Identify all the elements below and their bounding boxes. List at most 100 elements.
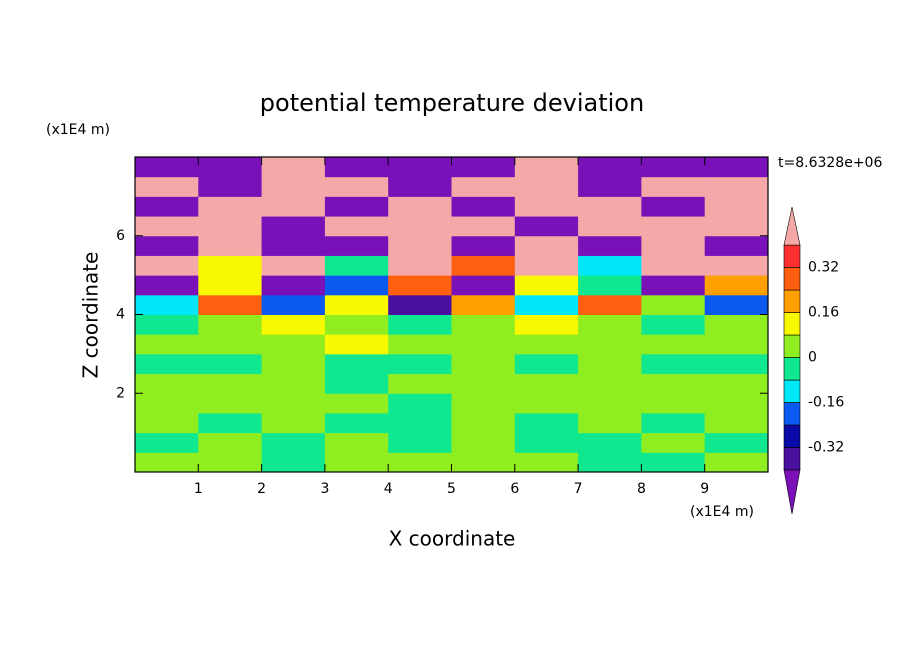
contour-cell: [135, 353, 199, 375]
colorbar-tick-label: -0.16: [808, 395, 844, 411]
y-axis-label: Z coordinate: [79, 252, 103, 379]
x-axis-label: X coordinate: [389, 527, 516, 551]
contour-cell: [704, 353, 769, 375]
contour-cell: [261, 176, 326, 197]
contour-cell: [324, 353, 389, 375]
contour-cell: [704, 393, 769, 414]
contour-cell: [261, 235, 326, 256]
contour-cell: [135, 157, 199, 178]
contour-cell: [198, 412, 263, 434]
contour-cell: [514, 393, 579, 414]
x-tick-label: 3: [320, 481, 329, 497]
contour-cell: [198, 196, 263, 217]
contour-cell: [261, 432, 326, 453]
contour-cell: [578, 235, 642, 256]
contour-cell: [578, 255, 642, 276]
contour-cell: [388, 294, 452, 315]
contour-cell: [451, 255, 516, 276]
contour-cell: [261, 196, 326, 217]
contour-cell: [324, 393, 389, 414]
contour-cell: [451, 452, 516, 473]
contour-cell: [578, 452, 642, 473]
colorbar-band: [783, 447, 801, 471]
contour-cell: [578, 393, 642, 414]
contour-cell: [514, 255, 579, 276]
contour-cell: [514, 353, 579, 375]
contour-field: [135, 157, 769, 473]
contour-cell: [578, 216, 642, 237]
contour-cell: [641, 353, 706, 375]
contour-cell: [451, 412, 516, 434]
contour-cell: [388, 412, 452, 434]
contour-cell: [135, 176, 199, 197]
contour-cell: [514, 157, 579, 178]
contour-cell: [324, 176, 389, 197]
colorbar-band: [783, 244, 801, 268]
colorbar-band: [783, 267, 801, 291]
colorbar-tick-label: 0.32: [808, 260, 839, 276]
x-tick-label: 2: [257, 481, 266, 497]
colorbar-tick-label: -0.32: [808, 440, 844, 456]
contour-cell: [135, 294, 199, 315]
contour-cell: [261, 216, 326, 237]
contour-cell: [704, 432, 769, 453]
colorbar-band: [783, 424, 801, 448]
contour-cell: [578, 373, 642, 394]
contour-cell: [261, 294, 326, 315]
contour-cell: [641, 314, 706, 335]
contour-cell: [514, 314, 579, 335]
contour-cell: [198, 393, 263, 414]
y-tick-label: 4: [116, 307, 125, 323]
x-tick-label: 7: [574, 481, 583, 497]
contour-cell: [578, 432, 642, 453]
colorbar-tick-label: 0: [808, 350, 817, 366]
chart-title: potential temperature deviation: [260, 89, 644, 117]
colorbar-band: [783, 379, 801, 403]
contour-cell: [641, 412, 706, 434]
contour-cell: [135, 314, 199, 335]
contour-cell: [388, 275, 452, 296]
contour-cell: [388, 196, 452, 217]
contour-cell: [261, 314, 326, 335]
contour-cell: [261, 353, 326, 375]
contour-cell: [324, 314, 389, 335]
contour-cell: [261, 334, 326, 355]
contour-cell: [451, 432, 516, 453]
contour-cell: [451, 216, 516, 237]
contour-cell: [135, 452, 199, 473]
contour-cell: [135, 216, 199, 237]
contour-cell: [704, 235, 769, 256]
contour-cell: [641, 196, 706, 217]
y-tick-label: 6: [116, 228, 125, 244]
contour-cell: [261, 255, 326, 276]
contour-cell: [388, 255, 452, 276]
contour-cell: [324, 255, 389, 276]
contour-cell: [641, 334, 706, 355]
contour-cell: [451, 176, 516, 197]
contour-cell: [641, 157, 706, 178]
contour-cell: [451, 353, 516, 375]
contour-cell: [198, 294, 263, 315]
contour-cell: [261, 393, 326, 414]
contour-cell: [704, 176, 769, 197]
x-tick-label: 9: [700, 481, 709, 497]
colorbar-over: [783, 206, 801, 246]
contour-cell: [641, 393, 706, 414]
contour-cell: [261, 157, 326, 178]
contour-cell: [388, 334, 452, 355]
contour-cell: [514, 432, 579, 453]
contour-cell: [135, 432, 199, 453]
contour-cell: [641, 255, 706, 276]
contour-cell: [324, 334, 389, 355]
contour-cell: [641, 373, 706, 394]
y-tick-label: 2: [116, 385, 125, 401]
contour-cell: [578, 294, 642, 315]
contour-cell: [514, 452, 579, 473]
contour-cell: [514, 235, 579, 256]
contour-cell: [641, 216, 706, 237]
contour-cell: [388, 235, 452, 256]
colorbar-band: [783, 289, 801, 313]
contour-cell: [388, 216, 452, 237]
contour-cell: [704, 255, 769, 276]
contour-cell: [641, 275, 706, 296]
